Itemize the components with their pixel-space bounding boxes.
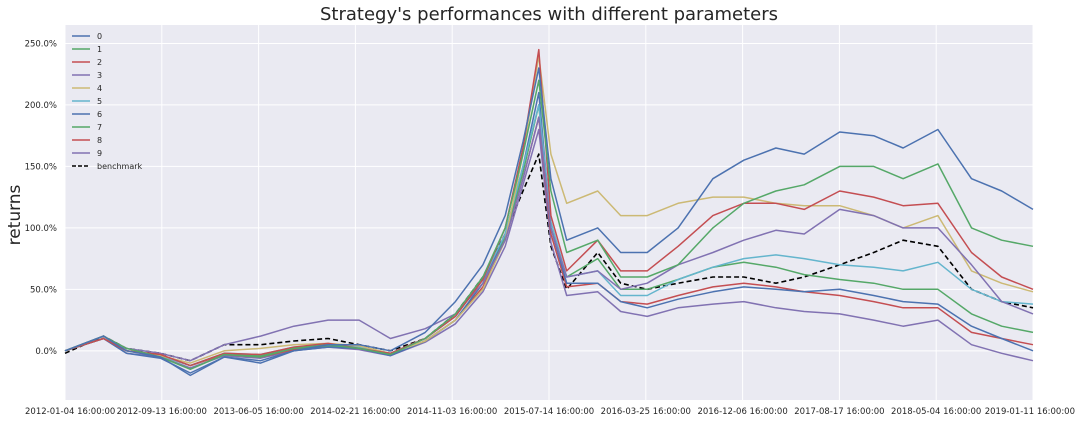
- legend-label: benchmark: [97, 162, 143, 171]
- legend-label: 8: [97, 136, 102, 145]
- y-tick-label: 100.0%: [25, 224, 57, 234]
- y-tick-label: 150.0%: [25, 162, 57, 172]
- series-line-0: [64, 67, 1034, 377]
- y-tick-label: 200.0%: [25, 101, 57, 111]
- x-tick-label: 2016-12-06 16:00:00: [697, 407, 787, 417]
- y-tick-label: 50.0%: [30, 285, 57, 295]
- x-tick-label: 2014-02-21 16:00:00: [310, 407, 400, 417]
- y-tick-label: 0.0%: [35, 347, 57, 357]
- x-tick-label: 2019-01-11 16:00:00: [985, 407, 1075, 417]
- legend-label: 7: [97, 123, 102, 132]
- legend-label: 4: [97, 84, 102, 93]
- y-tick-labels: 0.0% 50.0% 100.0% 150.0% 200.0% 250.0%: [25, 39, 57, 356]
- x-tick-label: 2015-07-14 16:00:00: [504, 407, 594, 417]
- series-line-1: [64, 79, 1034, 371]
- x-tick-label: 2017-08-17 16:00:00: [794, 407, 884, 417]
- x-tick-label: 2012-01-04 16:00:00: [25, 407, 115, 417]
- series-line-3: [64, 116, 1034, 362]
- x-tick-label: 2018-05-04 16:00:00: [891, 407, 981, 417]
- y-axis-label: returns: [5, 184, 25, 245]
- legend-label: 3: [97, 71, 102, 80]
- legend-label: 2: [97, 58, 102, 67]
- series-line-9: [64, 128, 1034, 369]
- legend-label: 6: [97, 110, 102, 119]
- legend: 0 1 2 3 4 5 6 7 8 9 benchmark: [72, 32, 143, 171]
- series-line-benchmark: [64, 153, 1034, 362]
- x-tick-label: 2016-03-25 16:00:00: [601, 407, 691, 417]
- x-tick-labels: 2012-01-04 16:00:00 2012-09-13 16:00:00 20…: [25, 407, 1075, 417]
- x-tick-label: 2013-06-05 16:00:00: [213, 407, 303, 417]
- y-tick-label: 250.0%: [25, 39, 57, 49]
- series-lines: [64, 48, 1034, 377]
- chart-title: Strategy's performances with different p…: [320, 4, 778, 25]
- legend-label: 9: [97, 149, 102, 158]
- legend-label: 5: [97, 97, 102, 106]
- x-tick-label: 2014-11-03 16:00:00: [407, 407, 497, 417]
- legend-label: 0: [97, 32, 102, 41]
- x-tick-label: 2012-09-13 16:00:00: [117, 407, 207, 417]
- series-line-4: [64, 54, 1034, 364]
- legend-label: 1: [97, 45, 102, 54]
